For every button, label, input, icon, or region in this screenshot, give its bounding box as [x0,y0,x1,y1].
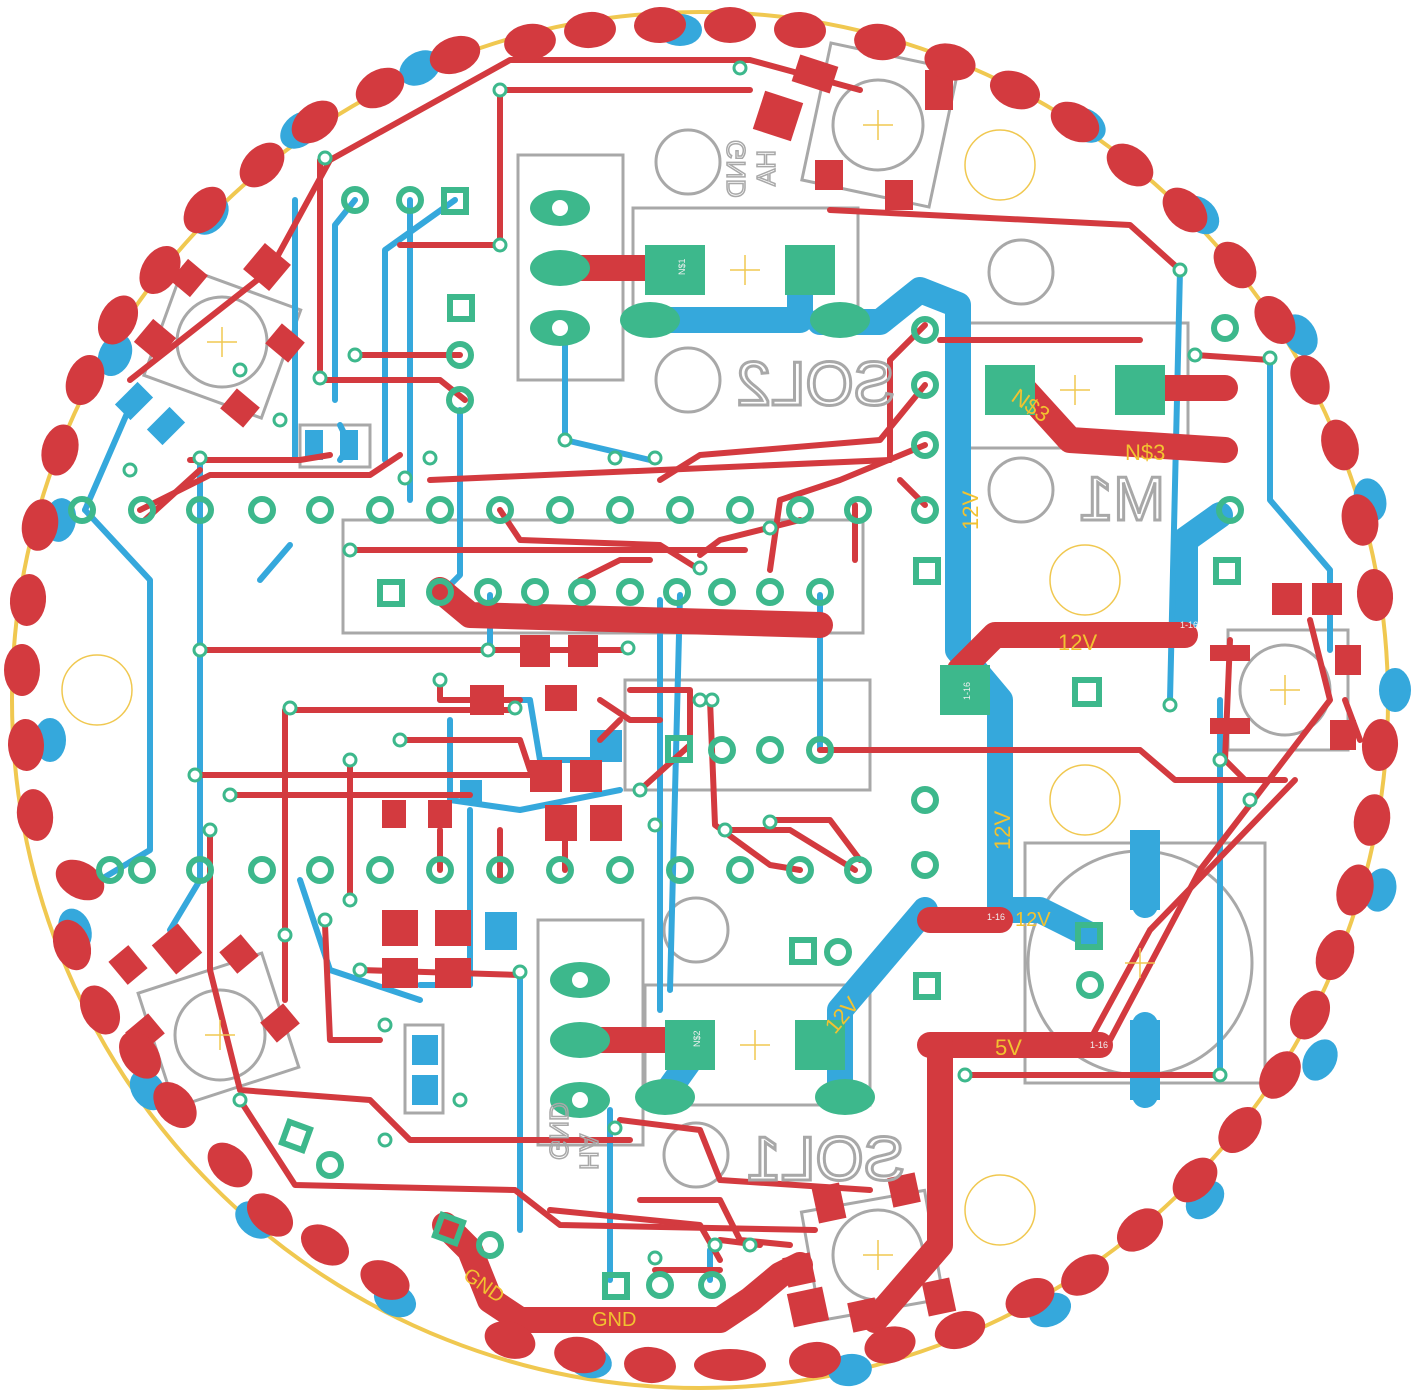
sol2-label: SOL2 [736,350,895,419]
bottom-smd-pads [114,381,1160,1105]
ha-top-label: HA [751,150,781,187]
gnd-bottom-label: GND [544,1102,574,1160]
perimeter-leds [4,6,1399,1384]
pad-label-sol1-pin: N$2 [692,1030,702,1047]
bottom-copper-layer [82,197,1333,1283]
pad-label-1-16-c: 1-16 [1090,1040,1108,1050]
through-hole-pads [68,186,1244,1299]
net-label-5v: 5V [995,1035,1022,1060]
mounting-holes [61,129,1121,1246]
net-label-12v-horizontal: 12V [1058,630,1097,655]
pad-labels: 1-16 1-16 1-16 1-16 N$2 N$1 [677,258,1198,1050]
center-marks [205,110,1300,1270]
pad-label-sol2-pin: N$1 [677,258,687,275]
vias [122,60,1278,1266]
top-copper-layer [127,57,1363,1333]
silkscreen-text: SOL2 SOL1 M1 GND HA GND HA [543,139,1166,1195]
m1-label: M1 [1079,465,1165,534]
large-pads [530,190,1165,1118]
pad-label-1-16-a: 1-16 [1180,620,1198,630]
sol1-label: SOL1 [746,1125,905,1194]
pad-label-1-16-d: 1-16 [962,682,972,700]
gnd-top-label: GND [721,140,751,198]
ha-bottom-label: HA [574,1133,604,1170]
net-label-12v-vertical-top: 12V [958,491,983,530]
pad-label-1-16-b: 1-16 [987,912,1005,922]
net-label-12v-vertical-mid: 12V [990,811,1015,850]
square-pads [278,187,1241,1300]
net-label-n3-horizontal: N$3 [1125,440,1165,465]
net-label-gnd-horizontal: GND [592,1309,636,1331]
net-label-12v-right: 12V [1015,909,1051,931]
top-smd-pads [108,54,1361,1333]
